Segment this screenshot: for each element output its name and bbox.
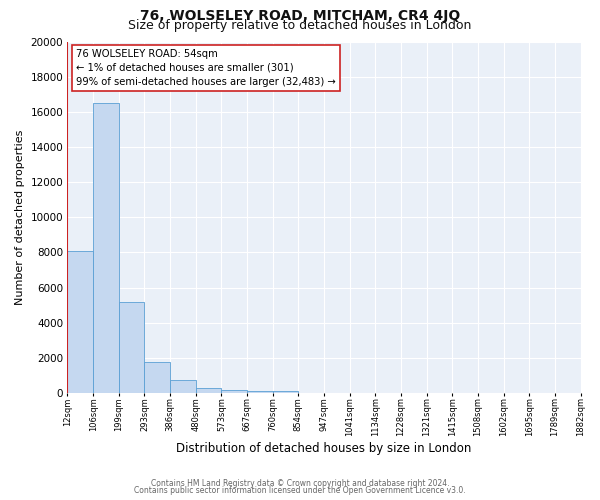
Bar [221, 390, 247, 393]
Text: 76 WOLSELEY ROAD: 54sqm
← 1% of detached houses are smaller (301)
99% of semi-de: 76 WOLSELEY ROAD: 54sqm ← 1% of detached… [76, 48, 336, 86]
Text: 76, WOLSELEY ROAD, MITCHAM, CR4 4JQ: 76, WOLSELEY ROAD, MITCHAM, CR4 4JQ [140, 9, 460, 23]
Bar [119, 302, 145, 393]
Bar [272, 392, 298, 393]
Text: Contains public sector information licensed under the Open Government Licence v3: Contains public sector information licen… [134, 486, 466, 495]
Text: Size of property relative to detached houses in London: Size of property relative to detached ho… [128, 19, 472, 32]
Bar [67, 250, 93, 393]
Bar [93, 103, 119, 393]
Bar [196, 388, 221, 393]
Y-axis label: Number of detached properties: Number of detached properties [15, 130, 25, 305]
Bar [170, 380, 196, 393]
Text: Contains HM Land Registry data © Crown copyright and database right 2024.: Contains HM Land Registry data © Crown c… [151, 478, 449, 488]
X-axis label: Distribution of detached houses by size in London: Distribution of detached houses by size … [176, 442, 472, 455]
Bar [145, 362, 170, 393]
Bar [247, 391, 272, 393]
